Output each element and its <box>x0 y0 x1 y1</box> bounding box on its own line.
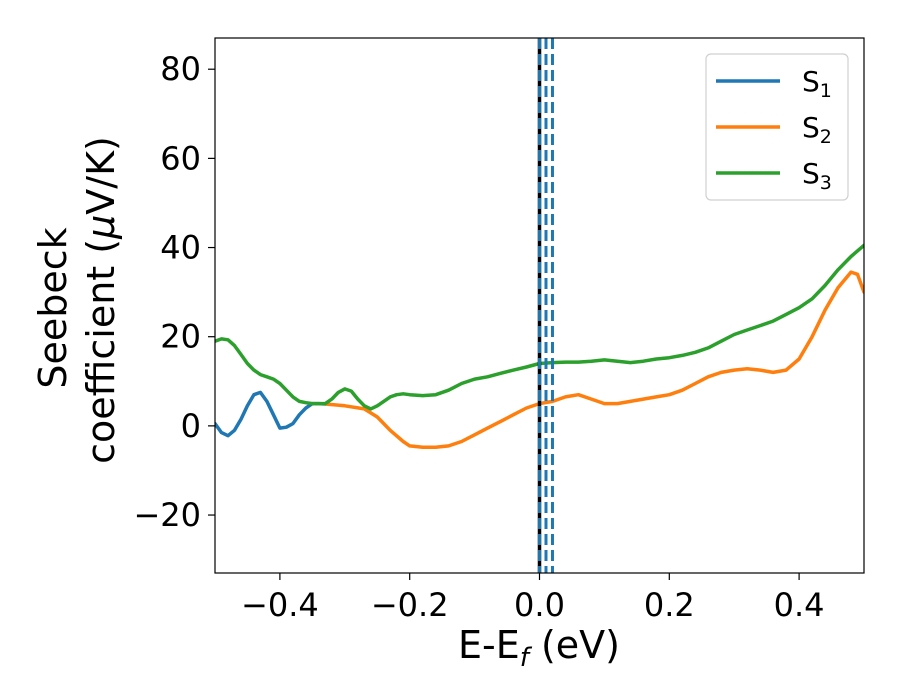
x-tick-label: −0.2 <box>371 586 449 624</box>
y-axis: −20 0 20 40 60 80 <box>133 50 215 534</box>
y-tick-label: 40 <box>160 229 201 267</box>
x-tick-label: 0.4 <box>774 586 825 624</box>
y-axis-label: Seebeck coefficient (μV/K) <box>31 136 123 464</box>
y-axis-label-line1: Seebeck <box>31 227 75 388</box>
series-line-S1 <box>215 390 328 438</box>
series-line-S2 <box>323 270 864 450</box>
y-tick-label: 0 <box>181 407 201 445</box>
legend-label-S1: S1 <box>802 65 832 102</box>
plot-content <box>215 38 864 573</box>
series-line-S3 <box>215 243 864 411</box>
x-tick-label: 0.0 <box>514 586 565 624</box>
x-axis: −0.4 −0.2 0.0 0.2 0.4 <box>241 573 825 624</box>
y-axis-label-line2: coefficient (μV/K) <box>79 136 123 464</box>
legend-label-S3: S3 <box>802 157 832 194</box>
legend: S1 S2 S3 <box>705 53 849 201</box>
x-axis-label: E-Ef (eV) <box>458 623 620 673</box>
x-tick-label: −0.4 <box>241 586 319 624</box>
y-tick-label: 80 <box>160 50 201 88</box>
y-tick-label: 20 <box>160 318 201 356</box>
legend-label-S2: S2 <box>802 111 832 148</box>
y-tick-label: −20 <box>133 496 201 534</box>
y-tick-label: 60 <box>160 139 201 177</box>
x-tick-label: 0.2 <box>644 586 695 624</box>
